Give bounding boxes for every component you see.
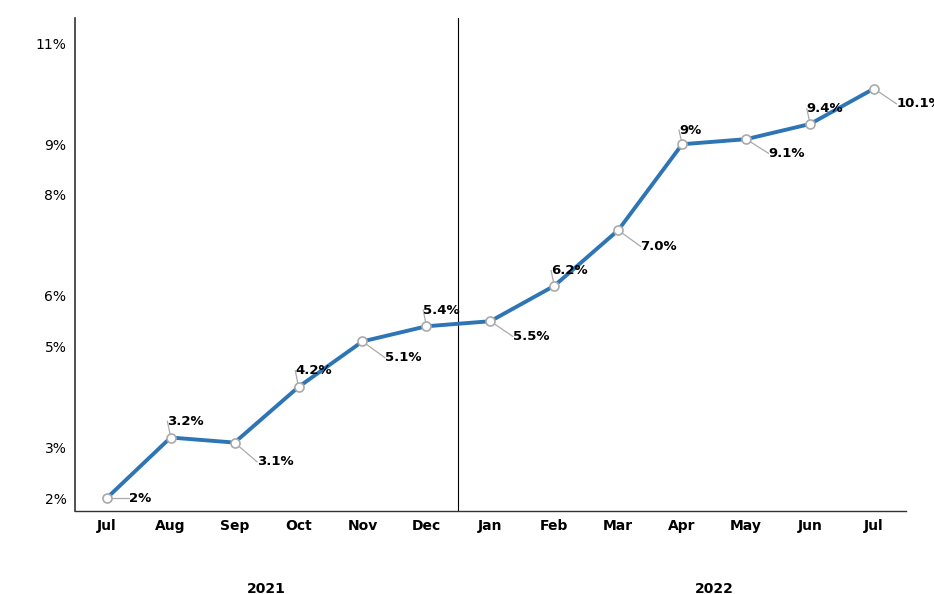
Text: 4.2%: 4.2% bbox=[295, 364, 332, 377]
Text: 5.4%: 5.4% bbox=[423, 304, 460, 317]
Text: 3.2%: 3.2% bbox=[167, 415, 204, 428]
Text: 9.1%: 9.1% bbox=[769, 147, 805, 160]
Text: 5.5%: 5.5% bbox=[513, 330, 549, 343]
Text: 3.1%: 3.1% bbox=[257, 455, 293, 468]
Text: 2021: 2021 bbox=[248, 582, 286, 594]
Text: 6.2%: 6.2% bbox=[551, 264, 587, 277]
Text: 2%: 2% bbox=[129, 492, 151, 505]
Text: 5.1%: 5.1% bbox=[385, 351, 421, 364]
Text: 9.4%: 9.4% bbox=[807, 102, 843, 115]
Text: 9%: 9% bbox=[679, 124, 701, 137]
Text: 10.1%: 10.1% bbox=[897, 97, 934, 110]
Text: 2022: 2022 bbox=[695, 582, 733, 594]
Text: 7.0%: 7.0% bbox=[641, 240, 677, 253]
